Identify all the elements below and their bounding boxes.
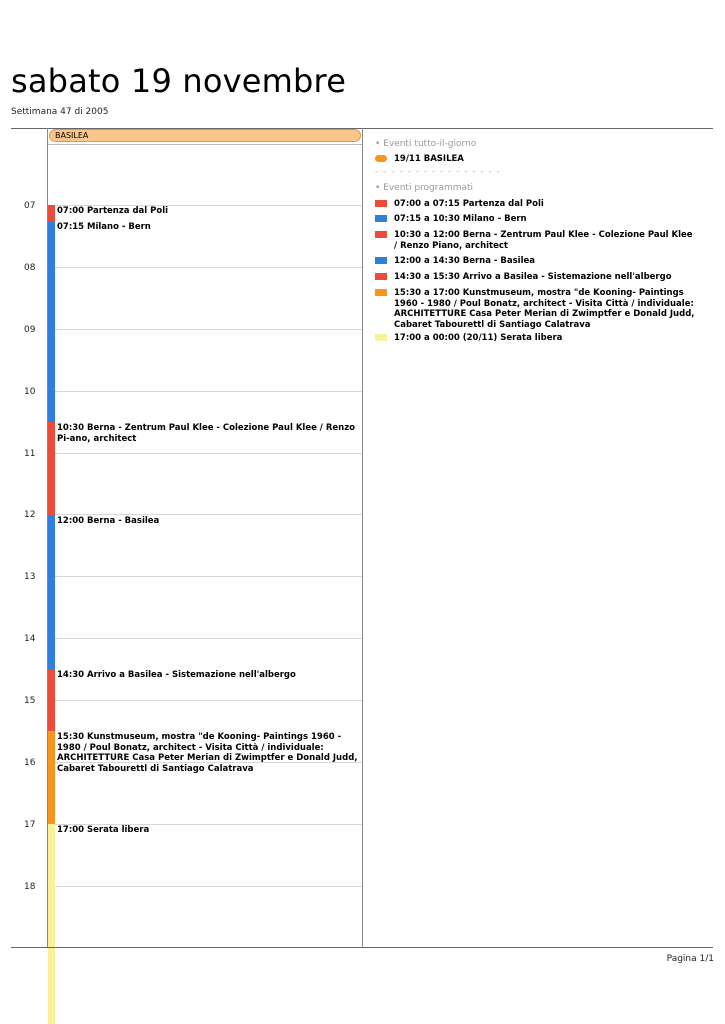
sidebar-item-label: 07:00 a 07:15 Partenza dal Poli bbox=[394, 199, 544, 209]
day-column-right-border bbox=[362, 128, 363, 947]
event-bar-zentrum-paul-klee[interactable] bbox=[48, 422, 55, 515]
sidebar-item-label: 10:30 a 12:00 Berna - Zentrum Paul Klee … bbox=[394, 230, 693, 251]
scheduled-events-heading: • Eventi programmati bbox=[375, 183, 474, 193]
event-color-swatch bbox=[375, 273, 387, 280]
sidebar-item-label: 07:15 a 10:30 Milano - Bern bbox=[394, 214, 527, 224]
event-label[interactable]: 14:30 Arrivo a Basilea - Sistemazione ne… bbox=[57, 670, 296, 680]
sidebar-separator: - - - - - - - - - - - - - - - - bbox=[375, 167, 501, 177]
event-color-swatch bbox=[375, 257, 387, 264]
event-label[interactable]: 07:15 Milano - Bern bbox=[57, 222, 151, 232]
hour-gridline bbox=[48, 700, 362, 701]
sidebar-item-label: 12:00 a 14:30 Berna - Basilea bbox=[394, 256, 535, 266]
event-label[interactable]: 07:00 Partenza dal Poli bbox=[57, 206, 169, 216]
sidebar-event-item[interactable]: 14:30 a 15:30 Arrivo a Basilea - Sistema… bbox=[375, 272, 695, 283]
hour-label: 14 bbox=[24, 634, 36, 644]
event-bar-berna-basilea[interactable] bbox=[48, 515, 55, 669]
page-number: Pagina 1/1 bbox=[666, 954, 714, 964]
hour-label: 10 bbox=[24, 387, 36, 397]
hour-gridline bbox=[48, 391, 362, 392]
sidebar-event-item[interactable]: 07:00 a 07:15 Partenza dal Poli bbox=[375, 199, 695, 210]
hour-gridline bbox=[48, 453, 362, 454]
event-label[interactable]: 10:30 Berna - Zentrum Paul Klee - Colezi… bbox=[57, 423, 356, 444]
sidebar-event-item[interactable]: 12:00 a 14:30 Berna - Basilea bbox=[375, 256, 695, 267]
event-label[interactable]: 12:00 Berna - Basilea bbox=[57, 516, 160, 526]
event-label[interactable]: 17:00 Serata libera bbox=[57, 825, 150, 835]
page-title: sabato 19 novembre bbox=[11, 62, 347, 100]
hour-label: 09 bbox=[24, 325, 36, 335]
hour-label: 17 bbox=[24, 820, 36, 830]
sidebar-event-item[interactable]: 17:00 a 00:00 (20/11) Serata libera bbox=[375, 333, 695, 344]
hour-label: 13 bbox=[24, 572, 36, 582]
event-bar-milano-bern[interactable] bbox=[48, 221, 55, 422]
hour-gridline bbox=[48, 329, 362, 330]
sidebar-item-label: 14:30 a 15:30 Arrivo a Basilea - Sistema… bbox=[394, 272, 672, 282]
event-color-swatch bbox=[375, 155, 387, 162]
hour-gridline bbox=[48, 762, 362, 763]
allday-separator bbox=[48, 144, 362, 145]
event-color-swatch bbox=[375, 231, 387, 238]
allday-event-bar[interactable]: BASILEA bbox=[49, 129, 361, 142]
sidebar-item-label: 15:30 a 17:00 Kunstmuseum, mostra "de Ko… bbox=[394, 288, 695, 330]
sidebar-allday-item[interactable]: 19/11 BASILEA bbox=[375, 154, 695, 165]
hour-label: 12 bbox=[24, 510, 36, 520]
hour-label: 11 bbox=[24, 449, 36, 459]
sidebar-event-item[interactable]: 10:30 a 12:00 Berna - Zentrum Paul Klee … bbox=[375, 230, 695, 251]
event-color-swatch bbox=[375, 200, 387, 207]
hour-label: 07 bbox=[24, 201, 36, 211]
hour-gridline bbox=[48, 267, 362, 268]
hour-gridline bbox=[48, 514, 362, 515]
event-bar-kunstmuseum[interactable] bbox=[48, 731, 55, 824]
event-label[interactable]: 15:30 Kunstmuseum, mostra "de Kooning- P… bbox=[57, 732, 358, 774]
allday-events-heading: • Eventi tutto-il-giorno bbox=[375, 139, 477, 149]
week-subtitle: Settimana 47 di 2005 bbox=[11, 107, 109, 117]
sidebar-item-label: 17:00 a 00:00 (20/11) Serata libera bbox=[394, 333, 563, 343]
hour-gridline bbox=[48, 576, 362, 577]
hour-gridline bbox=[48, 824, 362, 825]
event-bar-arrivo-basilea[interactable] bbox=[48, 669, 55, 731]
bottom-divider bbox=[11, 947, 713, 948]
sidebar-item-label: 19/11 BASILEA bbox=[394, 154, 464, 164]
day-column-left-border bbox=[47, 128, 48, 947]
hour-gridline bbox=[48, 205, 362, 206]
hour-label: 08 bbox=[24, 263, 36, 273]
event-color-swatch bbox=[375, 334, 387, 341]
hour-label: 18 bbox=[24, 882, 36, 892]
event-bar-serata-libera[interactable] bbox=[48, 824, 55, 1024]
hour-label: 15 bbox=[24, 696, 36, 706]
hour-gridline bbox=[48, 638, 362, 639]
sidebar-event-item[interactable]: 07:15 a 10:30 Milano - Bern bbox=[375, 214, 695, 225]
sidebar-event-item[interactable]: 15:30 a 17:00 Kunstmuseum, mostra "de Ko… bbox=[375, 288, 695, 330]
hour-label: 16 bbox=[24, 758, 36, 768]
event-bar-partenza[interactable] bbox=[48, 205, 55, 221]
hour-gridline bbox=[48, 886, 362, 887]
event-color-swatch bbox=[375, 215, 387, 222]
event-color-swatch bbox=[375, 289, 387, 296]
